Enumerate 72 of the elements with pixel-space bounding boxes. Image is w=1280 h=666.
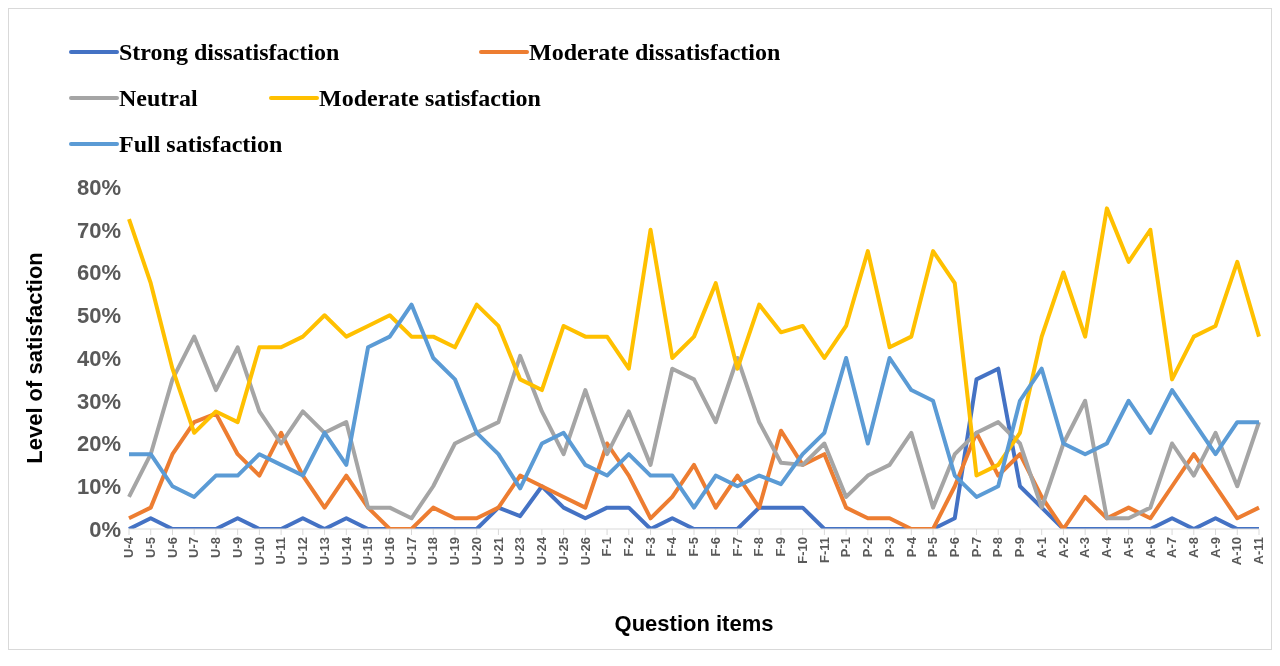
x-tick-label: P-7 xyxy=(968,537,984,558)
x-tick-label: U-24 xyxy=(534,536,550,566)
x-tick-label: A-10 xyxy=(1229,537,1245,566)
x-tick-label: U-5 xyxy=(142,537,158,558)
x-tick-label: A-6 xyxy=(1142,537,1158,558)
x-tick-label: F-2 xyxy=(621,537,637,557)
x-tick-label: F-5 xyxy=(686,537,702,557)
y-tick-label: 50% xyxy=(76,303,121,329)
x-tick-label: P-6 xyxy=(947,537,962,558)
x-tick-label: U-18 xyxy=(425,537,441,566)
x-tick-label: A-1 xyxy=(1033,537,1049,558)
x-tick-label: U-4 xyxy=(121,536,137,558)
x-tick-label: F-9 xyxy=(773,537,789,557)
x-tick-label: A-5 xyxy=(1120,537,1136,558)
x-tick-label: U-16 xyxy=(382,537,397,566)
x-tick-label: F-8 xyxy=(751,537,767,557)
y-tick-label: 70% xyxy=(76,217,121,243)
x-tick-label: P-1 xyxy=(838,537,854,558)
x-tick-label: F-4 xyxy=(664,536,680,557)
x-tick-label: U-11 xyxy=(273,537,289,565)
x-tick-label: P-8 xyxy=(990,537,1006,558)
y-tick-label: 0% xyxy=(89,516,121,542)
x-tick-label: P-5 xyxy=(925,537,941,558)
x-tick-label: U-14 xyxy=(338,536,354,566)
x-tick-label: U-9 xyxy=(229,537,245,558)
x-tick-label: U-13 xyxy=(316,537,332,566)
x-tick-label: U-15 xyxy=(360,537,376,566)
x-tick-label: U-8 xyxy=(208,537,224,558)
x-tick-label: F-7 xyxy=(729,537,745,557)
x-tick-label: F-11 xyxy=(816,537,832,564)
y-tick-label: 60% xyxy=(76,260,121,286)
x-tick-label: A-4 xyxy=(1099,536,1115,558)
x-tick-label: P-3 xyxy=(881,537,897,558)
x-tick-label: U-12 xyxy=(295,537,311,566)
x-tick-label: U-23 xyxy=(512,537,528,566)
line-series xyxy=(127,334,1261,521)
x-tick-label: U-20 xyxy=(468,537,484,566)
x-tick-label: P-2 xyxy=(860,537,876,558)
y-tick-label: 30% xyxy=(76,388,121,414)
x-tick-label: P-4 xyxy=(903,536,919,558)
x-tick-label: U-19 xyxy=(447,537,463,566)
y-tick-label: 40% xyxy=(76,345,121,371)
line-series xyxy=(127,206,1261,478)
line-series xyxy=(127,302,1261,510)
x-tick-label: F-3 xyxy=(642,537,658,557)
x-tick-label: U-17 xyxy=(403,537,419,566)
x-tick-label: U-21 xyxy=(490,537,506,566)
legend-label: Neutral xyxy=(119,84,198,112)
x-tick-label: U-26 xyxy=(577,537,593,566)
x-tick-label: A-2 xyxy=(1055,537,1071,558)
x-tick-label: P-9 xyxy=(1012,537,1028,558)
x-tick-label: A-3 xyxy=(1077,537,1093,558)
x-tick-label: A-11 xyxy=(1251,537,1267,565)
y-tick-label: 20% xyxy=(76,431,121,457)
legend-label: Moderate dissatisfaction xyxy=(529,38,781,66)
x-tick-label: U-10 xyxy=(251,537,267,566)
x-tick-label: U-6 xyxy=(164,537,180,558)
x-tick-label: F-6 xyxy=(707,537,723,557)
x-tick-label: A-7 xyxy=(1164,537,1180,558)
legend-label: Moderate satisfaction xyxy=(319,84,541,112)
y-axis-title: Level of satisfaction xyxy=(21,252,47,464)
x-tick-label: A-9 xyxy=(1207,537,1223,558)
x-axis-title: Question items xyxy=(614,611,774,636)
x-tick-label: F-1 xyxy=(599,537,615,557)
legend-label: Strong dissatisfaction xyxy=(119,38,340,66)
x-tick-label: A-8 xyxy=(1186,537,1202,558)
x-tick-label: F-10 xyxy=(794,537,810,564)
legend-label: Full satisfaction xyxy=(119,130,283,158)
y-tick-label: 10% xyxy=(76,474,121,500)
y-tick-label: 80% xyxy=(76,174,121,200)
x-tick-label: U-7 xyxy=(186,537,202,558)
x-tick-label: U-25 xyxy=(555,537,571,566)
